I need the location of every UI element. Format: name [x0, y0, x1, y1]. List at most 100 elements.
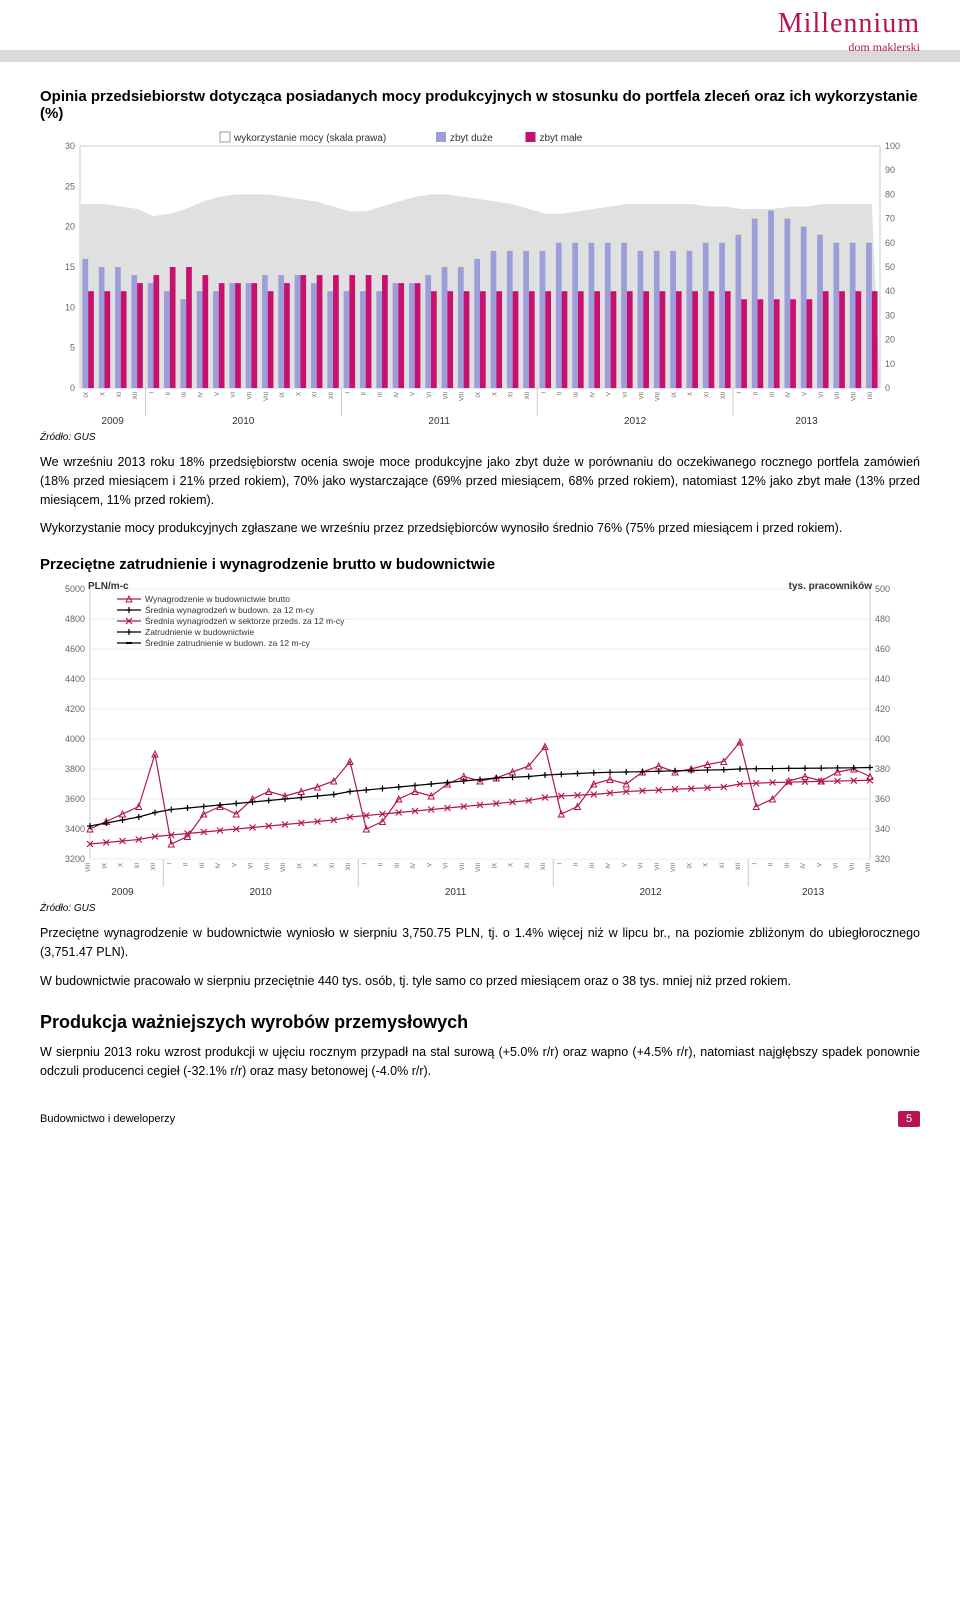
svg-text:XII: XII: [133, 392, 139, 400]
svg-text:III: III: [785, 863, 791, 868]
svg-text:II: II: [379, 863, 385, 867]
svg-text:VI: VI: [834, 863, 840, 869]
svg-text:II: II: [574, 863, 580, 867]
svg-text:VII: VII: [443, 392, 449, 400]
svg-text:III: III: [200, 863, 206, 868]
svg-text:10: 10: [65, 302, 75, 312]
svg-text:II: II: [184, 863, 190, 867]
svg-text:V: V: [817, 863, 823, 867]
svg-text:60: 60: [885, 238, 895, 248]
svg-text:3200: 3200: [65, 854, 85, 864]
svg-text:Wynagrodzenie w budownictwie b: Wynagrodzenie w budownictwie brutto: [145, 594, 290, 604]
svg-text:VII: VII: [835, 392, 841, 400]
svg-text:460: 460: [875, 644, 890, 654]
svg-text:40: 40: [885, 286, 895, 296]
svg-text:III: III: [590, 863, 596, 868]
svg-text:IX: IX: [492, 863, 498, 869]
svg-text:IX: IX: [687, 863, 693, 869]
svg-text:2011: 2011: [445, 887, 467, 898]
svg-text:VI: VI: [427, 392, 433, 398]
svg-text:VIII: VIII: [476, 863, 482, 872]
svg-text:4200: 4200: [65, 704, 85, 714]
svg-text:IX: IX: [297, 863, 303, 869]
svg-text:X: X: [492, 392, 498, 396]
svg-text:Średnia wynagrodzeń w budown.: Średnia wynagrodzeń w budown. za 12 m-cy: [145, 604, 315, 615]
chart1-source: Źródło: GUS: [40, 432, 920, 443]
svg-text:VIII: VIII: [671, 863, 677, 872]
svg-text:XI: XI: [135, 863, 141, 869]
svg-text:XI: XI: [313, 392, 319, 398]
svg-text:IX: IX: [102, 863, 108, 869]
svg-text:2012: 2012: [624, 416, 647, 427]
svg-text:IV: IV: [801, 863, 807, 869]
svg-text:VII: VII: [639, 392, 645, 400]
svg-text:III: III: [770, 392, 776, 397]
svg-text:I: I: [557, 863, 563, 865]
svg-text:3600: 3600: [65, 794, 85, 804]
svg-text:PLN/m-c: PLN/m-c: [88, 581, 129, 592]
svg-text:III: III: [182, 392, 188, 397]
svg-text:3800: 3800: [65, 764, 85, 774]
svg-text:VII: VII: [247, 392, 253, 400]
para5: W sierpniu 2013 roku wzrost produkcji w …: [40, 1043, 920, 1081]
svg-text:VI: VI: [249, 863, 255, 869]
svg-text:III: III: [574, 392, 580, 397]
svg-text:0: 0: [885, 383, 890, 393]
svg-text:XI: XI: [525, 863, 531, 869]
svg-text:XII: XII: [721, 392, 727, 400]
svg-text:X: X: [314, 863, 320, 867]
svg-text:wykorzystanie mocy (skala praw: wykorzystanie mocy (skala prawa): [233, 133, 386, 144]
para4: W budownictwie pracowało w sierpniu prze…: [40, 972, 920, 991]
svg-text:I: I: [167, 863, 173, 865]
svg-text:XII: XII: [736, 863, 742, 871]
svg-text:440: 440: [875, 674, 890, 684]
svg-text:V: V: [803, 392, 809, 396]
svg-text:420: 420: [875, 704, 890, 714]
svg-text:IV: IV: [786, 392, 792, 398]
svg-text:0: 0: [70, 383, 75, 393]
svg-text:30: 30: [65, 141, 75, 151]
svg-text:90: 90: [885, 165, 895, 175]
svg-text:400: 400: [875, 734, 890, 744]
svg-text:20: 20: [885, 335, 895, 345]
svg-text:I: I: [752, 863, 758, 865]
svg-text:V: V: [622, 863, 628, 867]
svg-text:3400: 3400: [65, 824, 85, 834]
svg-text:I: I: [362, 863, 368, 865]
svg-text:VII: VII: [850, 863, 856, 871]
para1: We wrześniu 2013 roku 18% przedsiębiorst…: [40, 453, 920, 509]
svg-text:VIII: VIII: [281, 863, 287, 872]
svg-text:XII: XII: [541, 863, 547, 871]
svg-text:V: V: [607, 392, 613, 396]
svg-text:VIII: VIII: [656, 392, 662, 401]
page-number: 5: [898, 1111, 920, 1127]
chart2-title: Przeciętne zatrudnienie i wynagrodzenie …: [40, 556, 920, 573]
svg-text:IXI: IXI: [868, 392, 874, 400]
svg-text:zbyt małe: zbyt małe: [540, 133, 583, 144]
svg-text:30: 30: [885, 310, 895, 320]
svg-text:zbyt duże: zbyt duże: [450, 133, 493, 144]
footer-title: Budownictwo i deweloperzy: [40, 1113, 175, 1125]
svg-text:IX: IX: [280, 392, 286, 398]
svg-text:XI: XI: [330, 863, 336, 869]
svg-text:VIII: VIII: [866, 863, 872, 872]
svg-text:XI: XI: [705, 392, 711, 398]
svg-text:V: V: [215, 392, 221, 396]
svg-text:360: 360: [875, 794, 890, 804]
svg-text:10: 10: [885, 359, 895, 369]
svg-text:2009: 2009: [111, 887, 134, 898]
svg-text:VI: VI: [444, 863, 450, 869]
svg-text:4600: 4600: [65, 644, 85, 654]
svg-text:X: X: [119, 863, 125, 867]
svg-text:480: 480: [875, 614, 890, 624]
svg-text:4400: 4400: [65, 674, 85, 684]
svg-text:IX: IX: [84, 392, 90, 398]
svg-text:X: X: [296, 392, 302, 396]
svg-text:IV: IV: [394, 392, 400, 398]
svg-text:XII: XII: [151, 863, 157, 871]
svg-text:5: 5: [70, 343, 75, 353]
svg-text:VII: VII: [265, 863, 271, 871]
svg-text:80: 80: [885, 189, 895, 199]
svg-text:Zatrudnienie w budownictwie: Zatrudnienie w budownictwie: [145, 627, 254, 637]
svg-text:VIII: VIII: [86, 863, 92, 872]
